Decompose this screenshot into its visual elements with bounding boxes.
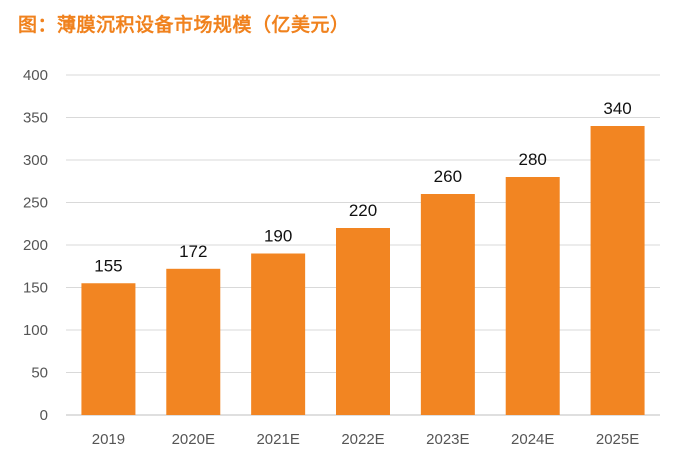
y-tick-label: 150: [23, 280, 48, 297]
y-tick-label: 350: [23, 110, 48, 127]
data-label: 260: [434, 167, 462, 186]
x-axis-ticks: 2019 2020E 2021E 2022E 2023E 2024E 2025E: [92, 431, 640, 448]
y-tick-label: 0: [40, 407, 48, 424]
bar: [81, 283, 136, 415]
data-label: 340: [603, 99, 631, 118]
data-labels: 155 172 190 220 260 280 340: [94, 99, 632, 275]
y-tick-label: 250: [23, 195, 48, 212]
data-label: 155: [94, 256, 122, 275]
bar: [505, 177, 560, 415]
bar: [251, 253, 306, 415]
y-tick-label: 300: [23, 152, 48, 169]
data-label: 280: [519, 150, 547, 169]
x-tick-label: 2024E: [511, 431, 554, 448]
data-label: 220: [349, 201, 377, 220]
x-tick-label: 2022E: [341, 431, 384, 448]
x-tick-label: 2023E: [426, 431, 469, 448]
x-tick-label: 2021E: [256, 431, 299, 448]
y-tick-label: 200: [23, 237, 48, 254]
y-tick-label: 400: [23, 67, 48, 84]
chart-title: 图：薄膜沉积设备市场规模（亿美元）: [18, 14, 350, 36]
data-label: 172: [179, 242, 207, 261]
y-tick-label: 100: [23, 322, 48, 339]
y-axis-ticks: 0 50 100 150 200 250 300 350 400: [23, 67, 48, 424]
bar: [166, 268, 221, 415]
bars: [81, 126, 645, 415]
bar: [336, 228, 390, 415]
x-tick-label: 2019: [92, 431, 125, 448]
bar: [420, 194, 475, 415]
bar: [590, 126, 645, 415]
x-tick-label: 2020E: [172, 431, 215, 448]
x-tick-label: 2025E: [596, 431, 639, 448]
y-tick-label: 50: [31, 365, 48, 382]
data-label: 190: [264, 227, 292, 246]
